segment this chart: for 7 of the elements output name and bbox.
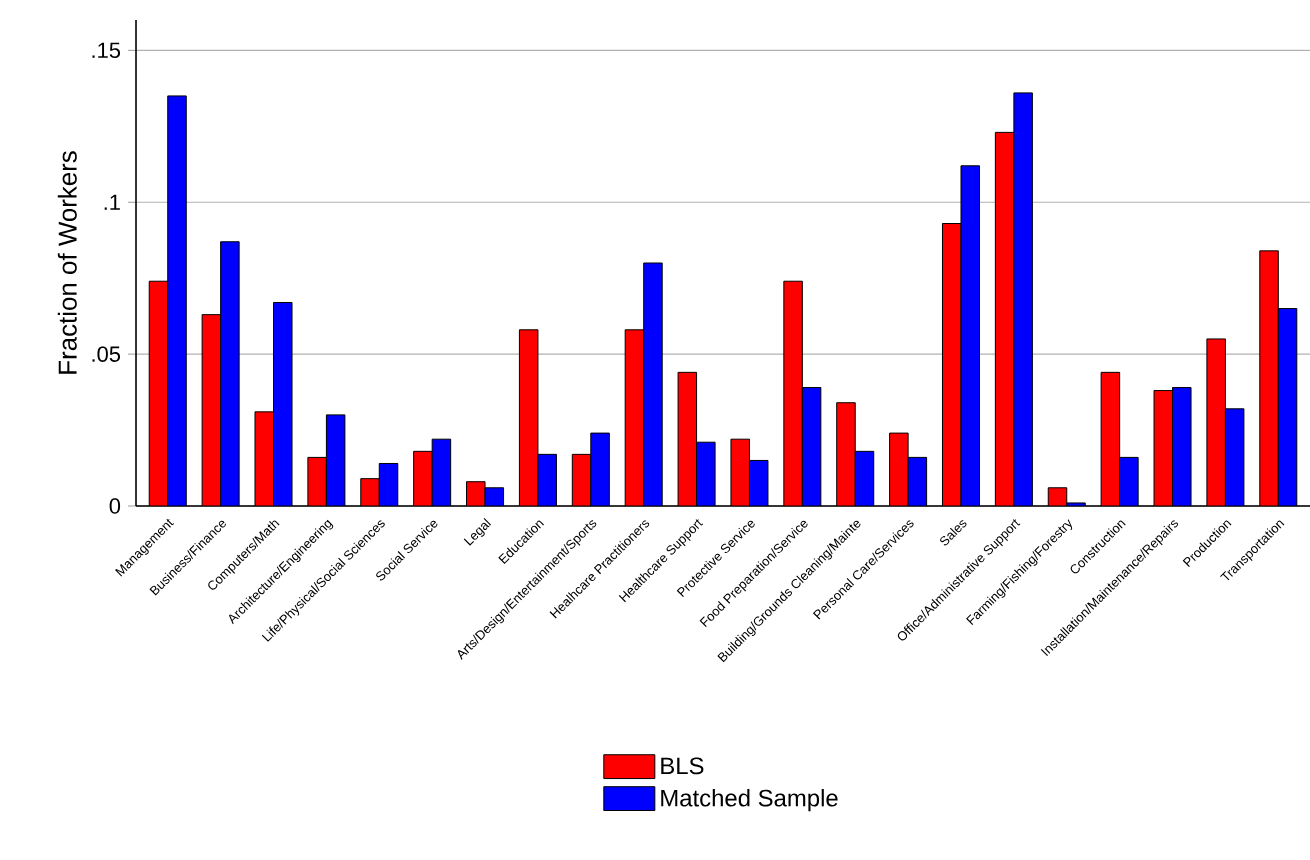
y-axis-title: Fraction of Workers [57, 151, 77, 374]
y-tick-label: .05 [92, 346, 121, 362]
legend-label: Matched Sample [661, 789, 838, 812]
y-tick-label: .1 [104, 194, 120, 210]
y-tick-label: 0 [109, 498, 121, 514]
y-tick-label: .15 [92, 42, 121, 59]
legend-label: BLS [661, 757, 704, 775]
